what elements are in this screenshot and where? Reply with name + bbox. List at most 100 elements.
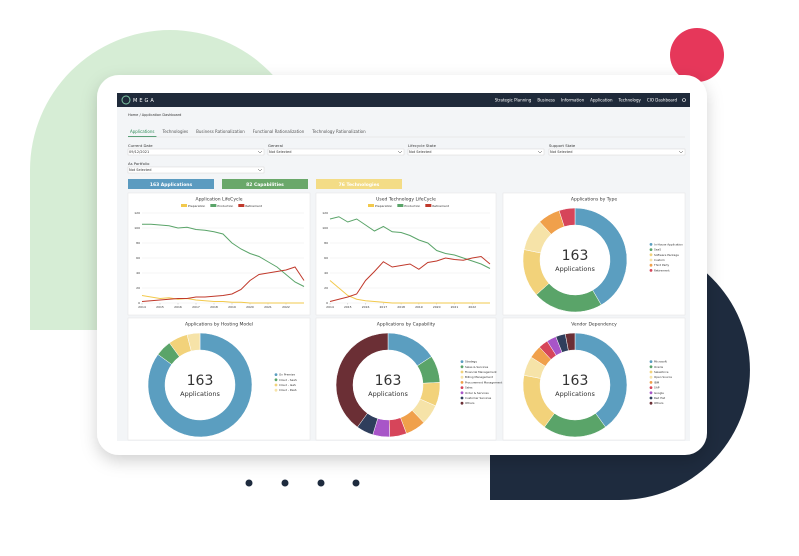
y-tick-label: 20 xyxy=(324,286,328,290)
navbar xyxy=(117,93,690,107)
filter-label: As Portfolio xyxy=(128,161,150,166)
logo-icon xyxy=(121,95,131,105)
legend-label: Preparation xyxy=(188,204,205,208)
tab[interactable]: Business Rationalization xyxy=(196,129,245,134)
tab[interactable]: Applications xyxy=(130,129,154,134)
legend-swatch xyxy=(649,360,653,363)
y-tick-label: 0 xyxy=(138,301,140,305)
badge-text: 82 Capabilities xyxy=(246,182,284,188)
legend-label: Cloud - PaaS xyxy=(279,388,297,392)
legend-swatch xyxy=(649,396,653,400)
donut-segment[interactable] xyxy=(147,332,253,438)
donut-center-label: Applications xyxy=(555,265,595,273)
legend-swatch xyxy=(274,383,278,387)
legend-swatch xyxy=(460,360,464,363)
legend-swatch xyxy=(274,388,278,392)
legend-label: Strategy xyxy=(465,360,477,364)
filter-input[interactable] xyxy=(267,148,405,156)
nav-item[interactable]: Technology xyxy=(618,98,642,103)
legend-swatch xyxy=(460,391,464,395)
x-tick-label: 2016 xyxy=(174,305,182,309)
dropdown-arrow xyxy=(678,150,684,154)
legend-swatch xyxy=(460,386,464,389)
donut-center-value: 163 xyxy=(562,248,589,264)
breadcrumb: Home / Application Dashboard xyxy=(128,113,181,117)
donut-segment[interactable] xyxy=(335,332,389,428)
filter-input[interactable] xyxy=(127,148,265,156)
x-tick-label: 2016 xyxy=(362,305,370,309)
donut-segment[interactable] xyxy=(558,207,576,227)
legend-swatch xyxy=(649,381,653,384)
pager-dot[interactable] xyxy=(245,479,253,487)
legend-swatch xyxy=(649,375,653,379)
filter-label: Lifecycle State xyxy=(408,143,437,148)
legend-swatch xyxy=(210,204,217,207)
nav-item[interactable]: Business xyxy=(537,98,555,103)
nav-item[interactable]: Application xyxy=(590,98,613,103)
y-tick-label: 80 xyxy=(324,241,328,245)
filter-input[interactable] xyxy=(407,148,545,156)
filter-value: Not Selected xyxy=(129,168,151,172)
filter-input[interactable] xyxy=(548,148,686,156)
y-tick-label: 80 xyxy=(136,241,140,245)
tab[interactable]: Functional Rationalization xyxy=(253,129,305,134)
legend-swatch xyxy=(425,204,432,207)
tab[interactable]: Technologies xyxy=(161,129,188,134)
x-tick-label: 2019 xyxy=(415,305,423,309)
y-tick-label: 40 xyxy=(324,271,328,275)
donut-center-value: 163 xyxy=(375,373,402,389)
search-icon[interactable] xyxy=(682,98,686,102)
badge[interactable] xyxy=(316,179,402,189)
pager-dot[interactable] xyxy=(317,479,325,487)
filter-label: Current Date xyxy=(128,143,153,148)
tab[interactable]: Technology Rationalization xyxy=(311,129,366,134)
legend-label: Financial Management xyxy=(465,370,497,374)
legend-swatch xyxy=(274,378,278,382)
x-tick-label: 2017 xyxy=(380,305,388,309)
pager-dot[interactable] xyxy=(281,479,289,487)
legend-label: SaaS xyxy=(654,248,661,252)
badge[interactable] xyxy=(222,179,308,189)
y-tick-label: 120 xyxy=(134,211,140,215)
nav-item[interactable]: Information xyxy=(561,98,585,103)
x-tick-label: 2017 xyxy=(192,305,200,309)
line-series xyxy=(329,280,490,304)
chart-title: Applications by Hosting Model xyxy=(185,322,253,328)
badge[interactable] xyxy=(128,179,214,189)
y-tick-label: 60 xyxy=(136,256,140,260)
donut-center-label: Applications xyxy=(368,390,408,398)
pager-dot[interactable] xyxy=(352,479,360,487)
legend-swatch xyxy=(649,269,653,272)
donut-segment[interactable] xyxy=(564,332,576,351)
nav-item[interactable]: CIO Dashboard xyxy=(647,98,678,103)
legend-swatch xyxy=(649,253,653,257)
legend-label: Third Party xyxy=(653,263,670,267)
x-tick-label: 2021 xyxy=(264,305,272,309)
legend-label: Retirement xyxy=(654,268,670,272)
dropdown-arrow xyxy=(257,168,263,172)
line-series xyxy=(329,255,491,302)
chart-title: Applications by Type xyxy=(571,197,617,203)
x-tick-label: 2014 xyxy=(138,305,146,309)
x-tick-label: 2014 xyxy=(326,305,334,309)
chart-panel xyxy=(127,192,311,316)
legend-label: Custom xyxy=(654,258,665,262)
legend-label: Billing Management xyxy=(465,375,494,379)
y-tick-label: 100 xyxy=(134,226,140,230)
legend-swatch xyxy=(649,370,653,374)
badge-text: 163 Applications xyxy=(150,182,193,188)
legend-label: SAP xyxy=(654,386,660,390)
y-tick-label: 120 xyxy=(322,211,328,215)
chart-title: Vendor Dependency xyxy=(571,322,617,328)
legend-label: In-House Application xyxy=(654,242,683,246)
dropdown-arrow xyxy=(537,150,543,154)
nav-item[interactable]: Strategic Planning xyxy=(495,98,532,103)
donut-segment[interactable] xyxy=(186,332,201,352)
filter-input[interactable] xyxy=(127,166,265,174)
badge-text: 76 Technologies xyxy=(339,182,380,188)
x-tick-label: 2018 xyxy=(210,305,218,309)
legend-label: Oracle xyxy=(654,365,663,369)
line-series xyxy=(142,223,305,287)
legend-label: Microsoft xyxy=(654,360,668,364)
tab-underline xyxy=(128,136,157,137)
